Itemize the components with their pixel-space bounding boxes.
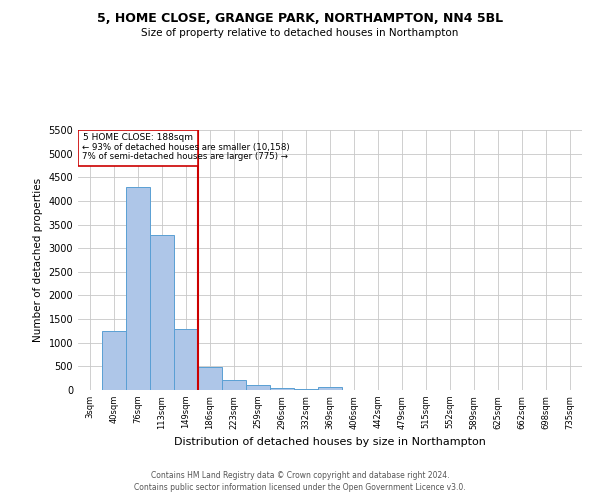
Text: 5, HOME CLOSE, GRANGE PARK, NORTHAMPTON, NN4 5BL: 5, HOME CLOSE, GRANGE PARK, NORTHAMPTON,… xyxy=(97,12,503,26)
Bar xyxy=(198,368,222,390)
Bar xyxy=(246,386,270,390)
Bar xyxy=(222,380,246,390)
Bar xyxy=(318,386,342,390)
Text: 5 HOME CLOSE: 188sqm: 5 HOME CLOSE: 188sqm xyxy=(83,133,193,142)
Bar xyxy=(294,388,318,390)
Bar xyxy=(126,186,150,390)
FancyBboxPatch shape xyxy=(78,130,198,166)
Bar xyxy=(102,331,126,390)
Bar xyxy=(174,328,198,390)
Text: 7% of semi-detached houses are larger (775) →: 7% of semi-detached houses are larger (7… xyxy=(82,152,287,161)
Y-axis label: Number of detached properties: Number of detached properties xyxy=(33,178,43,342)
Text: Size of property relative to detached houses in Northampton: Size of property relative to detached ho… xyxy=(142,28,458,38)
Bar xyxy=(150,235,174,390)
Bar xyxy=(270,388,294,390)
Text: Contains HM Land Registry data © Crown copyright and database right 2024.
Contai: Contains HM Land Registry data © Crown c… xyxy=(134,471,466,492)
Text: ← 93% of detached houses are smaller (10,158): ← 93% of detached houses are smaller (10… xyxy=(82,143,289,152)
X-axis label: Distribution of detached houses by size in Northampton: Distribution of detached houses by size … xyxy=(174,437,486,447)
